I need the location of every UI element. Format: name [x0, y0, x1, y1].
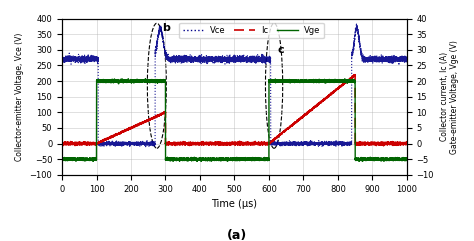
Text: (a): (a)	[227, 229, 247, 241]
Legend: Vce, Ic, Vge: Vce, Ic, Vge	[179, 23, 324, 38]
Text: c: c	[277, 45, 284, 55]
Y-axis label: Collector-emitter Voltage, Vce (V): Collector-emitter Voltage, Vce (V)	[15, 33, 24, 161]
Y-axis label: Collector current, Ic (A)
Gate-emitter Voltage, Vge (V): Collector current, Ic (A) Gate-emitter V…	[439, 40, 459, 154]
Text: b: b	[162, 23, 170, 33]
X-axis label: Time (μs): Time (μs)	[211, 199, 257, 209]
